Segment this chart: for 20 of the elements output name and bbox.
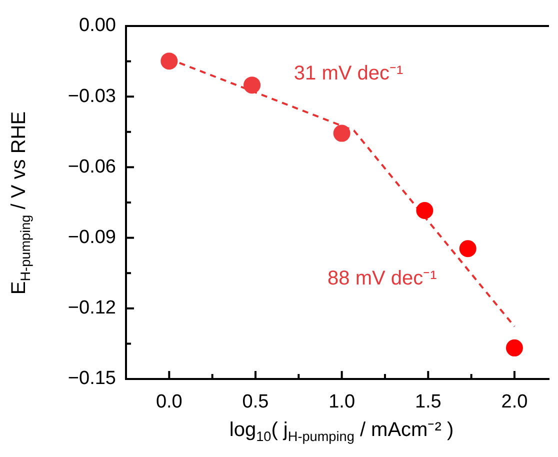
annotation: 31 mV dec⁻¹ (294, 62, 404, 85)
y-tick-label: −0.09 (68, 227, 116, 248)
x-tick-label: 0.0 (156, 392, 182, 413)
y-tick-label: −0.12 (68, 298, 116, 319)
point (506, 339, 523, 356)
point (416, 202, 434, 219)
y-tick-label: −0.06 (68, 156, 116, 178)
x-tick-label: 2.0 (501, 392, 528, 413)
point (244, 76, 261, 94)
point (160, 52, 178, 70)
x-axis-title: log$_{10}$( j$_{H-pumping}$ / mAcm⁻² ) (228, 418, 455, 444)
x-tick-label: 1.5 (414, 392, 442, 413)
y-tick-label: −0.03 (68, 86, 116, 107)
x-tick-label: 0.5 (242, 392, 269, 413)
x-tick-label: 1.0 (328, 392, 356, 413)
point (333, 124, 350, 142)
annotation: 88 mV dec⁻¹ (328, 268, 438, 290)
point (459, 240, 476, 258)
y-tick-label: −0.15 (68, 368, 116, 390)
y-tick-label: 0.00 (79, 15, 116, 36)
